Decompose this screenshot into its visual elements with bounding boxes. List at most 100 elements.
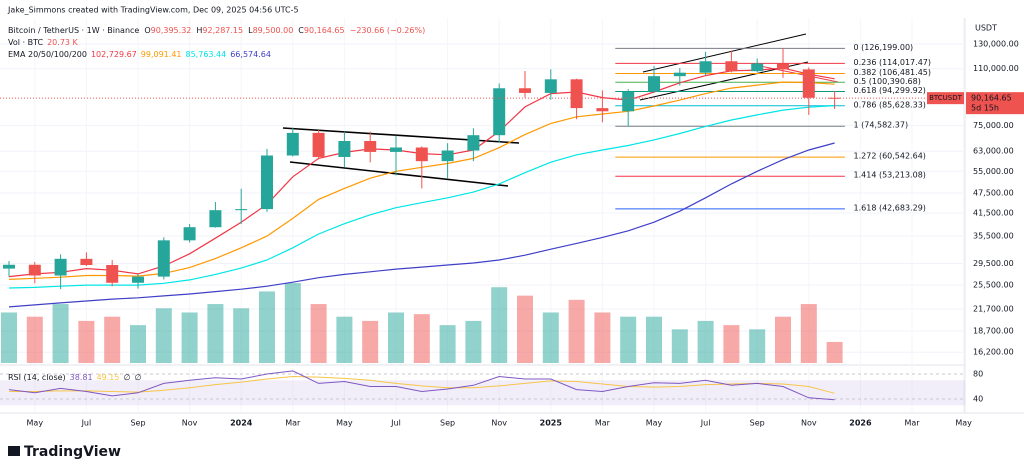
legend-key: H xyxy=(196,26,202,35)
x-tick-label: 2026 xyxy=(849,419,872,428)
candle-body xyxy=(209,210,222,228)
candle-body xyxy=(519,88,531,93)
legend-row: EMA 20/50/100/200 102,729.67 99,091.41 85,7… xyxy=(8,50,271,59)
symbol-label: BTCUSDT xyxy=(929,94,963,102)
x-tick-label: May xyxy=(646,419,663,428)
candle-body xyxy=(648,76,660,92)
ema-line xyxy=(8,105,835,289)
volume-bar xyxy=(620,316,637,363)
volume-bar xyxy=(52,304,69,363)
candle-body xyxy=(544,79,557,93)
y-tick-label: 29,500.00 xyxy=(973,259,1014,268)
volume-bar xyxy=(826,341,843,363)
price-tag-value: 90,164.65 xyxy=(971,94,1012,103)
volume-bar xyxy=(1,312,17,363)
legend-value: −230.66 (−0.26%) xyxy=(350,26,426,35)
fib-label: 0.618 (94,299.92) xyxy=(854,86,926,95)
volume-bar xyxy=(671,329,688,363)
legend-value: 20.73 K xyxy=(47,38,78,47)
volume-bar xyxy=(78,320,95,363)
x-tick-label: May xyxy=(336,419,353,428)
candle-body xyxy=(493,88,506,136)
legend-key: O xyxy=(144,26,150,35)
y-tick-label: 130,000.00 xyxy=(973,39,1019,48)
credit: Jake_Simmons created with TradingView.co… xyxy=(7,6,299,15)
legend-value: ∅ xyxy=(123,373,130,382)
volume-bar xyxy=(542,312,559,363)
candle-body xyxy=(364,141,377,152)
candle-body xyxy=(802,69,815,98)
x-tick-label: Jul xyxy=(81,419,92,428)
legend-value: 49.15 xyxy=(97,373,120,382)
fib-label: 0.382 (106,481.45) xyxy=(854,68,932,77)
fib-label: 1.618 (42,683.29) xyxy=(854,203,926,212)
ema-line xyxy=(8,142,835,308)
logo-icon xyxy=(8,446,20,456)
rsi-line xyxy=(9,375,835,394)
legend-key: C xyxy=(298,26,304,35)
volume-bar xyxy=(646,316,662,363)
y-tick-label: 25,500.00 xyxy=(973,281,1014,290)
volume-bar xyxy=(749,329,766,363)
drawings xyxy=(282,33,839,187)
volume-bar xyxy=(439,325,456,363)
x-tick-label: Sep xyxy=(130,419,145,428)
legend-value: 66,574.64 xyxy=(230,50,271,59)
x-tick-label: Sep xyxy=(440,419,455,428)
y-tick-label: 41,500.00 xyxy=(973,208,1014,217)
volume-bar xyxy=(233,308,250,363)
y-tick-label: 55,000.00 xyxy=(973,167,1014,176)
y-tick-label: 35,500.00 xyxy=(973,232,1014,241)
fib-label: 1.414 (53,213.08) xyxy=(854,171,926,180)
candle-body xyxy=(80,258,93,266)
symbol-tag xyxy=(927,92,964,105)
candle-body xyxy=(338,141,351,157)
candle-body xyxy=(622,91,635,112)
volume-bar xyxy=(207,304,224,363)
volume-bar xyxy=(568,299,585,363)
legend-title: Bitcoin / TetherUS · 1W · Binance xyxy=(8,26,139,35)
legend-value: 92,287.15 xyxy=(202,26,243,35)
candle-body xyxy=(570,79,583,109)
logo-text: TradingView xyxy=(24,444,121,460)
legend-title: Vol · BTC xyxy=(8,38,44,47)
candle-body xyxy=(157,240,170,277)
legend-title: RSI (14, close) xyxy=(8,373,66,382)
candle-body xyxy=(596,108,609,112)
x-tick-label: 2025 xyxy=(540,419,563,428)
volume-bar xyxy=(336,316,353,363)
candle-body xyxy=(286,132,299,156)
rsi-line xyxy=(8,370,835,401)
volume-bar xyxy=(181,312,198,363)
candle-body xyxy=(54,258,67,276)
x-tick-label: Mar xyxy=(904,419,920,428)
x-tick-label: Nov xyxy=(491,419,507,428)
legend-key: L xyxy=(248,26,253,35)
x-tick-label: Mar xyxy=(595,419,611,428)
legend-row: Bitcoin / TetherUS · 1W · Binance O90,395… xyxy=(8,26,425,35)
volume-bar xyxy=(413,314,430,363)
candle-body xyxy=(415,147,428,162)
legend-row: RSI (14, close) 38.81 49.15 ∅ ∅ xyxy=(8,373,141,382)
candle-body xyxy=(261,155,273,210)
x-tick-label: Nov xyxy=(182,419,198,428)
axis-currency: USDT xyxy=(975,24,997,33)
candle-body xyxy=(725,61,738,72)
candle-body xyxy=(28,264,41,276)
legend-value: ∅ xyxy=(134,373,141,382)
candle-body xyxy=(312,132,325,157)
candle-body xyxy=(441,150,454,162)
fib-label: 0.786 (85,628.33) xyxy=(854,100,926,109)
candle-body xyxy=(183,227,196,241)
x-tick-label: Nov xyxy=(801,419,817,428)
candle-body xyxy=(132,276,144,283)
volume-bar xyxy=(517,295,533,363)
volume-bar xyxy=(310,304,327,363)
x-tick-label: 2024 xyxy=(230,419,253,428)
volume-bar xyxy=(491,287,508,363)
rsi-band xyxy=(0,380,965,406)
legend-value: 102,729.67 xyxy=(91,50,137,59)
candle-body xyxy=(106,265,119,283)
candle-body xyxy=(3,264,15,269)
